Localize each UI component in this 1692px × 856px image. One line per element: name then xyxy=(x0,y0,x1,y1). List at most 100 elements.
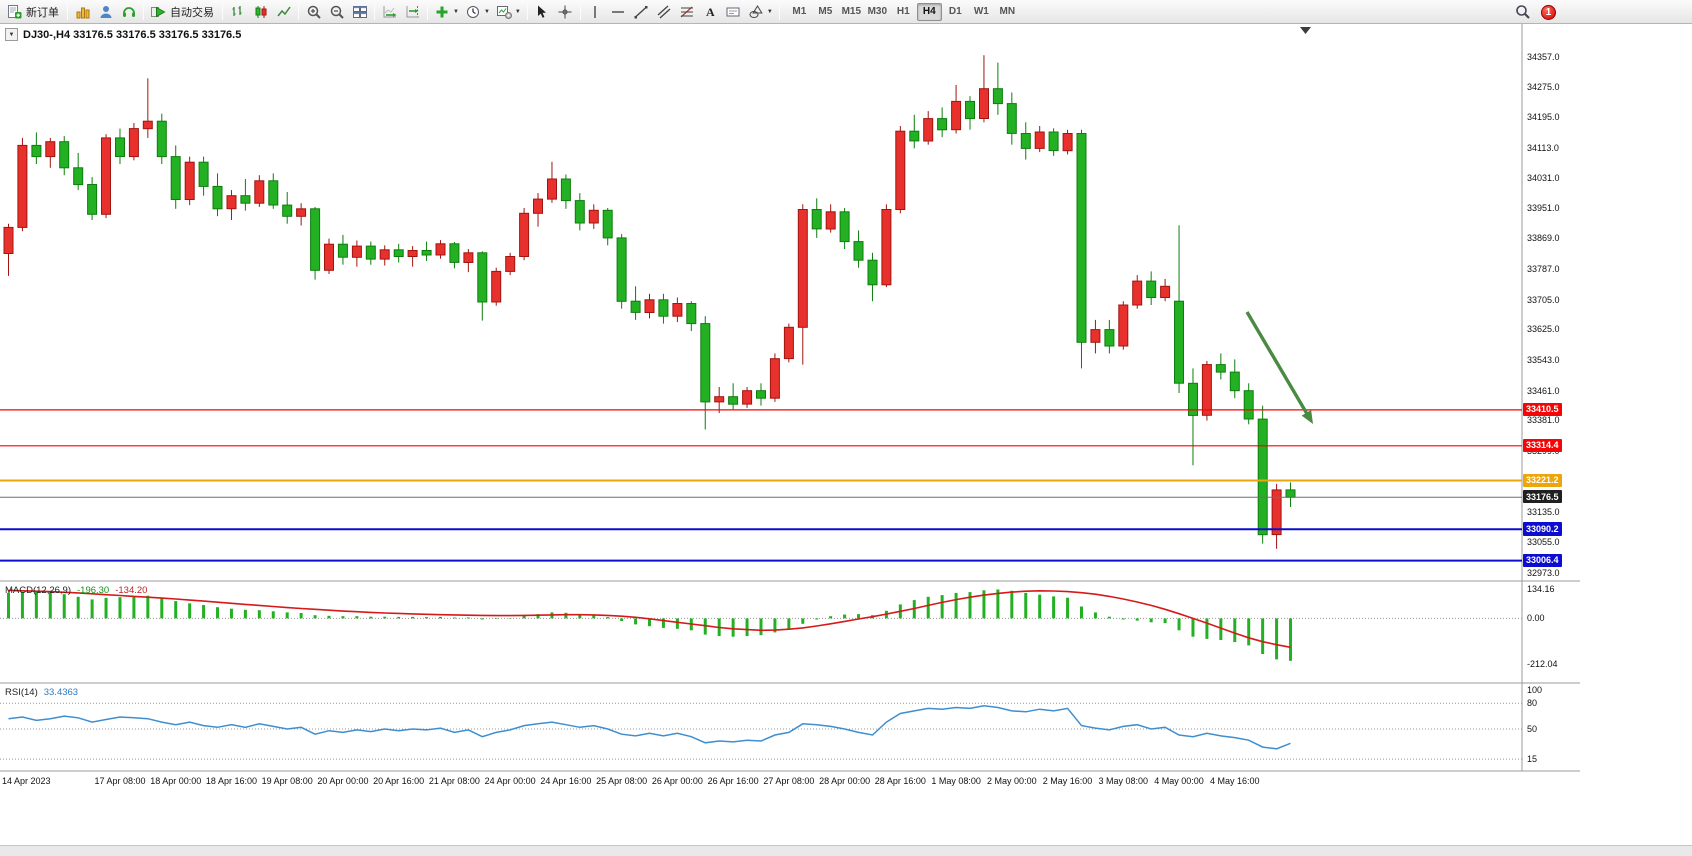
toolbar-right-group: 1 xyxy=(1511,1,1556,23)
dropdown-caret-icon: ▼ xyxy=(483,8,490,15)
crosshair-button[interactable] xyxy=(554,1,577,22)
toolbar-separator xyxy=(143,3,144,20)
cursor-button[interactable] xyxy=(531,1,554,22)
tile-windows-button[interactable] xyxy=(348,1,371,22)
chart-menu-dropdown-icon[interactable]: ▼ xyxy=(5,28,18,41)
toolbar-separator xyxy=(374,3,375,20)
fibonacci-icon xyxy=(680,6,694,17)
vertical-line-icon xyxy=(594,5,597,18)
toolbar-separator xyxy=(222,3,223,20)
indicators-button[interactable]: ▼ xyxy=(431,1,462,22)
label-tool-button[interactable] xyxy=(722,1,745,22)
line-chart-icon xyxy=(276,6,291,16)
navigator-person-icon xyxy=(100,5,111,18)
template-icon xyxy=(496,5,512,19)
market-watch-button[interactable] xyxy=(71,1,94,22)
text-tool-button[interactable]: A xyxy=(699,1,722,22)
zoom-in-icon xyxy=(307,5,321,19)
bar-chart-button[interactable] xyxy=(226,1,249,22)
terminal-button[interactable] xyxy=(117,1,140,22)
headset-icon xyxy=(122,6,135,17)
macd-main-value: -196.30 xyxy=(77,585,110,596)
rsi-line xyxy=(8,705,1291,750)
channel-tool-button[interactable] xyxy=(653,1,676,22)
macd-label: MACD(12,26,9) -196.30 -134.20 xyxy=(5,585,147,596)
macd-signal-value: -134.20 xyxy=(115,585,148,596)
notification-badge[interactable]: 1 xyxy=(1541,4,1556,20)
shapes-icon xyxy=(749,4,763,18)
toolbar-separator xyxy=(778,3,780,20)
chart-shift-button[interactable] xyxy=(401,1,424,22)
periods-button[interactable]: ▼ xyxy=(462,1,493,22)
toolbar-separator xyxy=(67,3,68,20)
trendline-icon xyxy=(634,5,648,18)
timeframe-mn-button[interactable]: MN xyxy=(999,6,1016,17)
toolbar-separator xyxy=(427,3,428,20)
chart-shift-icon xyxy=(406,5,419,17)
timeframe-m5-button[interactable]: M5 xyxy=(818,6,833,17)
timeframe-m1-button[interactable]: M1 xyxy=(792,6,807,17)
auto-scroll-icon xyxy=(383,5,396,17)
macd-histogram xyxy=(7,589,1293,661)
new-order-label: 新订单 xyxy=(26,6,59,19)
new-order-icon xyxy=(8,4,22,18)
rsi-value: 33.4363 xyxy=(43,687,79,698)
trend-arrow-head-icon xyxy=(1301,410,1313,424)
zoom-out-button[interactable] xyxy=(325,1,348,22)
channel-icon xyxy=(657,5,671,18)
candlestick-chart-icon xyxy=(255,5,266,18)
navigator-button[interactable] xyxy=(94,1,117,22)
chart-shift-marker-icon[interactable] xyxy=(1300,27,1311,34)
timeframe-h1-button[interactable]: H1 xyxy=(896,6,910,17)
chart-title-text: DJ30-,H4 33176.5 33176.5 33176.5 33176.5 xyxy=(23,28,242,41)
chart-canvas[interactable] xyxy=(0,24,1580,792)
chart-title: ▼ DJ30-,H4 33176.5 33176.5 33176.5 33176… xyxy=(5,28,241,41)
timeframe-group: M1 M5 M15 M30 H1 H4 D1 W1 MN xyxy=(787,2,1020,21)
horizontal-scrollbar[interactable] xyxy=(0,845,1692,856)
toolbar-separator xyxy=(526,3,528,20)
chart-area: ▼ DJ30-,H4 33176.5 33176.5 33176.5 33176… xyxy=(0,24,1692,792)
templates-button[interactable]: ▼ xyxy=(493,1,524,22)
shapes-tool-button[interactable]: ▼ xyxy=(745,1,776,22)
clock-icon xyxy=(466,5,479,18)
rsi-name: RSI(14) xyxy=(5,687,38,698)
vertical-line-tool-button[interactable] xyxy=(584,1,607,22)
line-chart-button[interactable] xyxy=(272,1,295,22)
autotrading-play-icon xyxy=(151,6,166,17)
tile-windows-icon xyxy=(352,5,367,18)
zoom-in-button[interactable] xyxy=(302,1,325,22)
time-axis[interactable] xyxy=(0,771,1580,792)
timeframe-m30-button[interactable]: M30 xyxy=(867,6,888,17)
add-indicator-icon xyxy=(436,6,448,17)
price-axis[interactable] xyxy=(1522,24,1582,771)
auto-scroll-button[interactable] xyxy=(378,1,401,22)
toolbar-separator xyxy=(298,3,299,20)
timeframe-h4-button[interactable]: H4 xyxy=(916,2,942,21)
macd-signal-line xyxy=(8,589,1291,649)
search-button[interactable] xyxy=(1511,2,1534,23)
dropdown-caret-icon: ▼ xyxy=(514,8,521,15)
timeframe-d1-button[interactable]: D1 xyxy=(948,6,962,17)
dropdown-caret-icon: ▼ xyxy=(453,8,459,15)
candlestick-chart-button[interactable] xyxy=(249,1,272,22)
text-label-icon xyxy=(726,7,740,16)
candles-series xyxy=(3,55,1296,549)
timeframe-w1-button[interactable]: W1 xyxy=(973,6,989,17)
market-watch-icon xyxy=(76,7,89,18)
trend-arrow-annotation[interactable] xyxy=(1245,311,1311,419)
cursor-icon xyxy=(538,5,547,18)
toolbar: 新订单 自动交易 xyxy=(0,0,1692,24)
horizontal-line-icon xyxy=(612,10,625,13)
fibonacci-tool-button[interactable] xyxy=(676,1,699,22)
new-order-button[interactable]: 新订单 xyxy=(3,1,64,22)
toolbar-separator xyxy=(579,3,581,20)
text-tool-icon: A xyxy=(706,4,715,19)
crosshair-icon xyxy=(558,5,572,18)
timeframe-m15-button[interactable]: M15 xyxy=(841,6,862,17)
autotrading-button[interactable]: 自动交易 xyxy=(147,1,219,22)
horizontal-line-tool-button[interactable] xyxy=(607,1,630,22)
zoom-out-icon xyxy=(330,5,344,19)
trendline-tool-button[interactable] xyxy=(630,1,653,22)
search-icon xyxy=(1515,5,1530,19)
